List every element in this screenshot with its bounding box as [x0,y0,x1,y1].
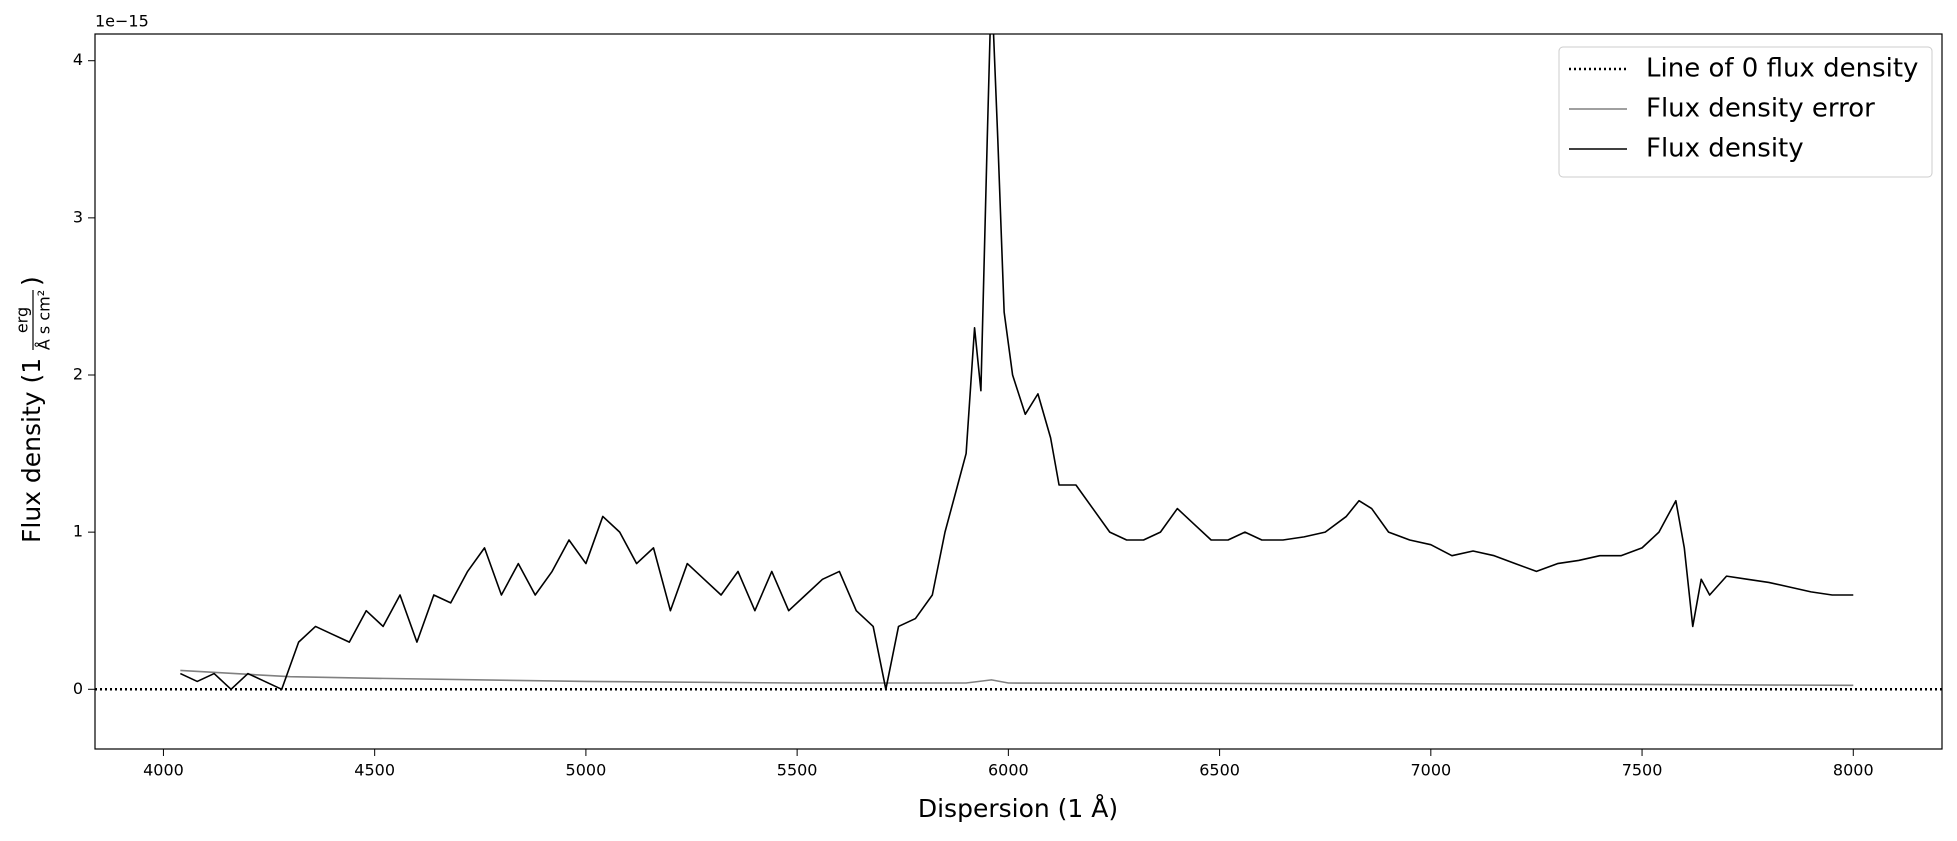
x-tick-label: 7000 [1410,761,1451,780]
y-tick-label: 3 [73,207,83,226]
legend-label: Flux density error [1646,94,1875,124]
y-label-numerator: erg [13,307,32,333]
axes-frame [94,33,1943,750]
y-offset-label: 1e−15 [95,12,149,31]
legend: Line of 0 flux density Flux density error… [1558,46,1933,178]
legend-label: Line of 0 flux density [1646,54,1918,84]
y-label-denominator: Å s cm² [35,290,54,350]
x-tick-label: 5500 [777,761,818,780]
plot-area [95,34,1942,691]
y-tick-label: 4 [73,50,83,69]
x-tick-label: 4500 [354,761,395,780]
series-line [180,669,1854,687]
y-tick-label: 1 [73,522,83,541]
y-label-prefix: Flux density (1 [17,358,46,543]
x-axis-label: Dispersion (1 Å) [918,794,1118,823]
x-tick-label: 8000 [1833,761,1874,780]
y-axis-label: Flux density (1 erg Å s cm² ) [13,276,54,543]
series-line [180,34,1854,691]
x-tick-label: 5000 [566,761,607,780]
y-tick-label: 0 [73,679,83,698]
y-tick-label: 2 [73,365,83,384]
y-label-suffix: ) [17,276,46,286]
x-tick-label: 6000 [988,761,1029,780]
legend-label: Flux density [1646,134,1804,164]
x-tick-label: 4000 [143,761,184,780]
x-tick-label: 7500 [1622,761,1663,780]
x-tick-label: 6500 [1199,761,1240,780]
legend-box [1558,46,1933,178]
